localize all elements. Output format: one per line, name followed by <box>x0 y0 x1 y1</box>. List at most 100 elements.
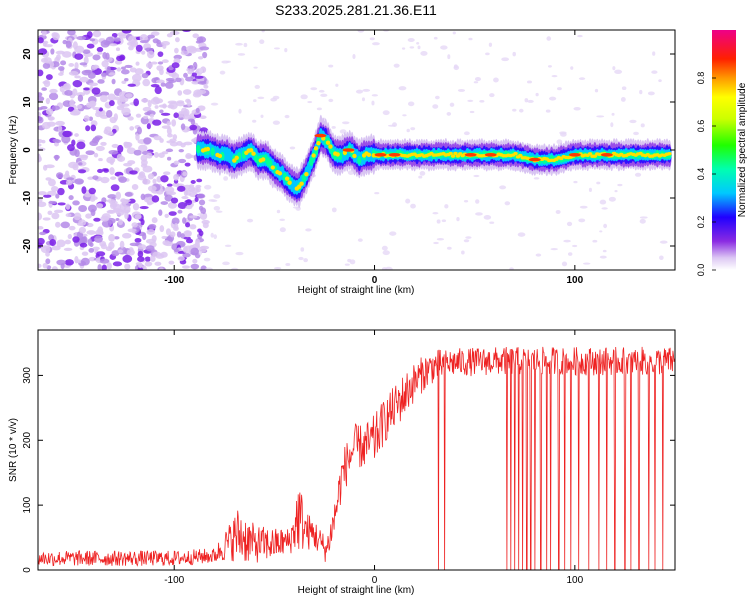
spectrogram-ridge-blob <box>248 148 254 153</box>
spectrogram-noise-blob <box>116 105 125 111</box>
spectrogram-noise-blob <box>183 141 193 146</box>
spectrogram-noise-blob <box>38 263 42 269</box>
spectrogram-faint-blob <box>213 234 218 240</box>
spectrogram-noise-blob <box>47 116 55 121</box>
spectrogram-noise-blob <box>172 134 178 140</box>
spectrogram-noise-blob <box>51 105 60 111</box>
spectrogram-noise-blob <box>182 171 188 177</box>
spectrogram-noise-blob <box>122 254 133 263</box>
spectrogram-faint-blob <box>300 247 305 252</box>
spectrogram-faint-blob <box>658 79 662 83</box>
spectrogram-faint-blob <box>320 93 328 98</box>
spectrogram-xtick-label: -100 <box>164 275 184 286</box>
spectrogram-faint-blob <box>573 180 578 184</box>
spectrogram-faint-blob <box>629 119 637 124</box>
spectrogram-noise-blob <box>109 100 115 107</box>
colorbar-tick-label: 0.0 <box>696 264 706 277</box>
spectrogram-faint-blob <box>215 210 223 213</box>
spectrogram-noise-blob <box>128 45 134 51</box>
spectrogram-noise-blob <box>151 217 158 224</box>
spectrogram-noise-blob <box>92 54 101 61</box>
spectrogram-noise-blob <box>182 30 191 33</box>
spectrogram-noise-blob <box>64 259 74 266</box>
spectrogram-noise-blob <box>98 157 103 162</box>
spectrogram-noise-blob <box>49 238 57 247</box>
spectrogram-faint-blob <box>468 37 473 41</box>
spectrogram-faint-blob <box>357 30 365 33</box>
spectrogram-noise-blob <box>134 81 141 86</box>
spectrogram-noise-blob <box>67 144 75 152</box>
spectrogram-noise-blob <box>117 144 124 153</box>
spectrogram-faint-blob <box>279 218 286 222</box>
spectrogram-noise-blob <box>142 115 149 119</box>
spectrogram-faint-blob <box>570 66 574 70</box>
spectrogram-noise-blob <box>161 59 169 63</box>
spectrogram-noise-blob <box>132 202 140 211</box>
spectrogram-noise-blob <box>144 261 153 267</box>
spectrogram-noise-blob <box>166 33 173 38</box>
spectrogram-noise-blob <box>139 40 149 44</box>
spectrogram-faint-blob <box>545 109 551 113</box>
spectrogram-noise-blob <box>38 212 43 221</box>
spectrogram-faint-blob <box>512 108 517 112</box>
spectrogram-noise-blob <box>80 257 90 266</box>
spectrogram-noise-blob <box>86 43 95 49</box>
spectrogram-noise-blob <box>154 105 159 109</box>
spectrogram-noise-blob <box>38 111 42 117</box>
spectrogram-noise-blob <box>173 160 180 165</box>
spectrogram-noise-blob <box>141 159 148 166</box>
spectrogram-faint-blob <box>210 102 219 106</box>
spectrogram-noise-blob <box>124 77 129 82</box>
spectrogram-noise-blob <box>195 107 200 113</box>
spectrogram-noise-blob <box>190 180 196 184</box>
spectrogram-noise-blob <box>38 237 45 245</box>
colorbar: 0.0 0.2 0.4 0.6 0.8 Normalized spectral ampl… <box>696 30 748 276</box>
spectrogram-xlabel: Height of straight line (km) <box>298 285 415 296</box>
spectrogram-faint-blob <box>594 88 599 93</box>
spectrogram-peak <box>374 153 387 157</box>
spectrogram-noise-blob <box>46 190 57 196</box>
spectrogram-faint-blob <box>463 131 470 136</box>
spectrogram-faint-blob <box>579 205 588 209</box>
spectrogram-noise-blob <box>177 256 185 262</box>
spectrogram-noise-blob <box>185 199 193 206</box>
spectrogram-noise-blob <box>190 263 200 270</box>
spectrogram-noise-blob <box>108 233 116 242</box>
spectrogram-peak <box>464 153 477 157</box>
spectrogram-faint-blob <box>405 198 411 204</box>
spectrogram-faint-blob <box>407 38 415 43</box>
spectrogram-faint-blob <box>203 257 211 262</box>
spectrogram-noise-blob <box>38 191 47 196</box>
spectrogram-noise-blob <box>200 265 207 270</box>
spectrogram-faint-blob <box>274 267 282 270</box>
spectrogram-faint-blob <box>441 219 447 223</box>
spectrogram-noise-blob <box>142 106 152 112</box>
spectrogram-noise-blob <box>147 173 155 180</box>
spectrogram-ylabel: Frequency (Hz) <box>8 116 19 185</box>
spectrogram-noise-blob <box>159 225 165 233</box>
spectrogram-faint-blob <box>252 119 257 123</box>
spectrogram-faint-blob <box>433 241 439 245</box>
spectrogram-faint-blob <box>610 122 614 128</box>
spectrogram-faint-blob <box>369 37 375 41</box>
spectrogram-noise-blob <box>43 44 53 48</box>
spectrogram-noise-blob <box>85 150 95 156</box>
spectrogram-ridge-blob <box>325 140 331 145</box>
spectrogram-noise-blob <box>88 256 97 262</box>
spectrogram-noise-blob <box>78 204 88 213</box>
spectrogram-noise-blob <box>42 262 48 269</box>
spectrogram-faint-blob <box>436 238 445 241</box>
spectrogram-faint-blob <box>440 45 448 50</box>
spectrogram-faint-blob <box>483 215 492 220</box>
spectrogram-noise-blob <box>159 68 164 76</box>
spectrogram-noise-blob <box>146 123 151 130</box>
spectrogram-noise-blob <box>45 97 51 105</box>
spectrogram-noise-blob <box>100 215 110 222</box>
spectrogram-faint-blob <box>599 230 603 233</box>
spectrogram-faint-blob <box>272 120 280 125</box>
spectrogram-noise-blob <box>177 185 186 192</box>
spectrogram-noise-blob <box>62 130 72 138</box>
spectrogram-noise-blob <box>96 251 106 257</box>
spectrogram-noise-blob <box>122 232 132 239</box>
spectrogram-noise-blob <box>91 65 98 70</box>
